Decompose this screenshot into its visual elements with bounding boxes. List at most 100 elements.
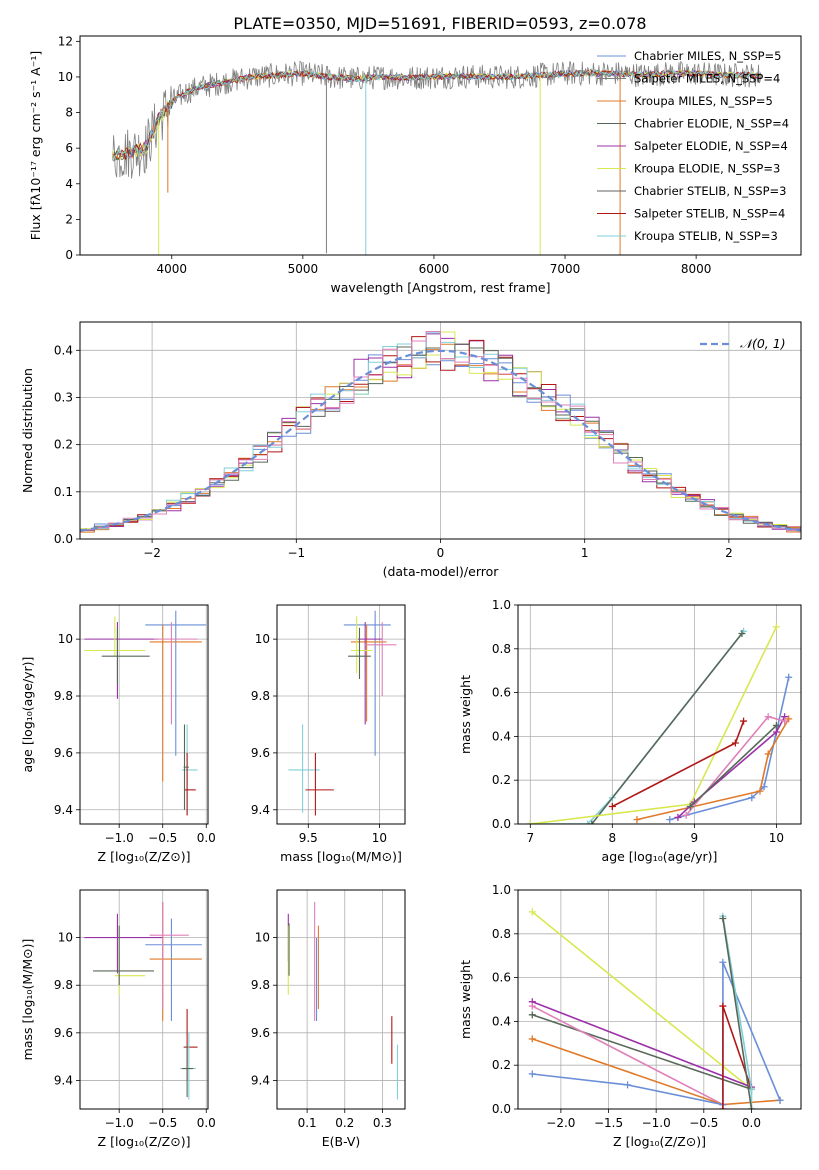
data-point-marker xyxy=(528,908,536,916)
x-tick-label: −1.0 xyxy=(642,1116,671,1130)
x-tick-label: 2 xyxy=(725,546,733,560)
x-tick-label: −1 xyxy=(287,546,305,560)
axes-frame xyxy=(517,889,802,1110)
x-tick-label: 8000 xyxy=(681,262,712,276)
x-tick-label: 9 xyxy=(691,831,699,845)
x-tick-label: −0.5 xyxy=(689,1116,718,1130)
plot-area xyxy=(526,623,793,824)
y-tick-label: 10 xyxy=(255,632,270,646)
x-tick-label: 0.0 xyxy=(197,1116,216,1130)
y-tick-label: 10 xyxy=(58,70,73,84)
data-point-marker xyxy=(785,715,793,723)
series-line xyxy=(530,626,778,824)
series-line xyxy=(591,633,743,824)
y-tick-label: 10 xyxy=(255,931,270,945)
spectrum-line xyxy=(112,69,761,160)
panel-mass_vs_Z: −1.0 −0.5 0.0 9.4 9.6 9.8 10 Z [log₁₀(Z/Z⊙)] mas… xyxy=(20,889,216,1149)
data-point-marker xyxy=(624,1081,632,1089)
x-tick-label: 4000 xyxy=(156,262,187,276)
y-tick-label: 0.4 xyxy=(54,343,73,357)
data-point-marker xyxy=(781,717,789,725)
series-line xyxy=(636,718,790,821)
x-tick-label: −0.5 xyxy=(148,1116,177,1130)
series-line xyxy=(689,724,777,808)
data-point-marker xyxy=(747,1105,755,1109)
x-axis-label: Z [log₁₀(Z/Z⊙)] xyxy=(98,849,191,864)
plot-area xyxy=(80,331,801,535)
plot-area xyxy=(84,610,207,816)
axes-frame xyxy=(79,604,209,825)
y-tick-label: 0.1 xyxy=(54,485,73,499)
x-tick-label: 8 xyxy=(609,831,617,845)
data-point-marker xyxy=(608,802,616,810)
y-axis-label: age [log₁₀(age/yr)] xyxy=(20,657,35,773)
data-point-marker xyxy=(719,1002,727,1010)
data-point-marker xyxy=(764,750,772,758)
data-point-marker xyxy=(674,813,682,821)
y-tick-label: 0.4 xyxy=(492,1014,511,1028)
x-tick-label: 0.2 xyxy=(335,1116,354,1130)
y-tick-label: 9.6 xyxy=(54,746,73,760)
y-tick-label: 9.4 xyxy=(54,803,73,817)
series-line xyxy=(532,1014,752,1091)
data-point-marker xyxy=(528,1035,536,1043)
data-point-marker xyxy=(740,717,748,725)
data-point-marker xyxy=(719,958,727,966)
x-axis-label: Z [log₁₀(Z/Z⊙)] xyxy=(613,1134,706,1149)
x-axis-label: wavelength [Angstrom, rest frame] xyxy=(330,280,550,295)
series-line xyxy=(531,1005,724,1106)
data-point-marker xyxy=(528,1070,536,1078)
data-point-marker xyxy=(686,802,694,810)
data-point-marker xyxy=(719,1105,727,1109)
x-tick-label: −2 xyxy=(143,546,161,560)
legend-entry: Chabrier STELIB, N_SSP=3 xyxy=(634,184,786,198)
legend-entry: Kroupa MILES, N_SSP=5 xyxy=(634,94,773,108)
y-tick-label: 6 xyxy=(65,141,73,155)
series-line xyxy=(531,911,753,1090)
y-tick-label: 0.8 xyxy=(492,927,511,941)
y-axis-label: Normed distribution xyxy=(20,368,35,493)
x-tick-label: 10 xyxy=(372,831,387,845)
panel-massweight_vs_age: 7 8 9 10 0.0 0.2 0.4 0.6 0.8 1.0 age [log₁₀(age/yr… xyxy=(458,598,802,864)
series-line xyxy=(677,716,786,818)
data-point-marker xyxy=(528,1011,536,1019)
y-tick-label: 0.6 xyxy=(492,971,511,985)
x-tick-label: 0 xyxy=(437,546,445,560)
legend-entry: 𝒩(0, 1) xyxy=(740,336,786,351)
data-point-marker xyxy=(756,787,764,795)
data-point-marker xyxy=(785,673,793,681)
x-tick-label: 10 xyxy=(769,831,784,845)
x-tick-label: 7 xyxy=(526,831,534,845)
histogram-step xyxy=(80,331,801,533)
x-tick-label: 1 xyxy=(581,546,589,560)
panels-container: 4000 5000 6000 7000 8000024681012wavelength … xyxy=(20,34,802,1149)
y-tick-label: 1.0 xyxy=(492,598,511,612)
data-point-marker xyxy=(588,820,596,824)
x-tick-label: −1.0 xyxy=(105,831,134,845)
y-axis-label: Flux [fλ10⁻¹⁷ erg cm⁻² s⁻¹ A⁻¹] xyxy=(28,51,43,240)
plot-area xyxy=(528,908,784,1109)
y-tick-label: 9.4 xyxy=(251,1073,270,1087)
figure-title: PLATE=0350, MJD=51691, FIBERID=0593, z=0… xyxy=(233,14,646,33)
x-tick-label: −1.5 xyxy=(594,1116,623,1130)
y-axis-label: mass weight xyxy=(458,675,473,754)
data-point-marker xyxy=(772,728,780,736)
data-point-marker xyxy=(528,1002,536,1010)
data-point-marker xyxy=(584,820,592,824)
legend-entry: Kroupa ELODIE, N_SSP=3 xyxy=(634,162,780,176)
spectrum-line xyxy=(112,69,761,162)
data-point-marker xyxy=(682,811,690,819)
plot-area xyxy=(84,901,202,1100)
y-tick-label: 0.4 xyxy=(492,729,511,743)
panel-spectrum: 4000 5000 6000 7000 8000 0 2 4 6 8 10 12 wavelength … xyxy=(28,34,802,295)
y-tick-label: 0 xyxy=(65,248,73,262)
x-tick-label: 5000 xyxy=(288,262,319,276)
y-tick-label: 12 xyxy=(58,34,73,48)
legend-entry: Chabrier ELODIE, N_SSP=4 xyxy=(634,117,789,131)
data-point-marker xyxy=(738,629,746,637)
y-axis-label: mass [log₁₀(M/M⊙)] xyxy=(20,939,35,1061)
data-point-marker xyxy=(719,914,727,922)
y-tick-label: 9.4 xyxy=(54,1073,73,1087)
legend-entry: Salpeter ELODIE, N_SSP=4 xyxy=(634,139,788,153)
